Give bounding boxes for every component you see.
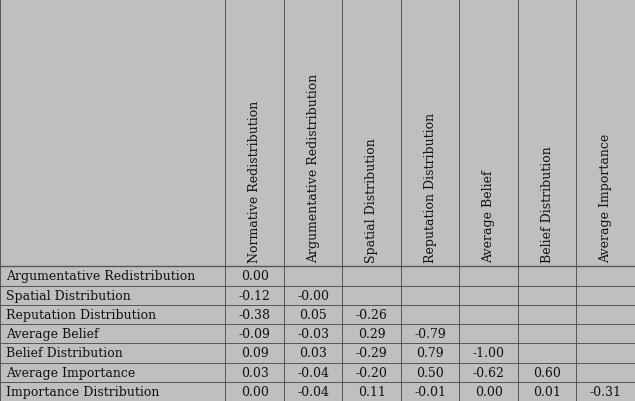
Text: Average Importance: Average Importance <box>599 133 612 262</box>
Text: Spatial Distribution: Spatial Distribution <box>6 289 131 302</box>
Text: -0.00: -0.00 <box>297 289 329 302</box>
Text: -0.79: -0.79 <box>414 327 446 340</box>
Text: 0.00: 0.00 <box>241 385 269 398</box>
Text: Importance Distribution: Importance Distribution <box>6 385 160 398</box>
Text: -0.29: -0.29 <box>356 346 387 360</box>
Text: Argumentative Redistribution: Argumentative Redistribution <box>307 73 319 262</box>
Text: -0.03: -0.03 <box>297 327 329 340</box>
Text: Spatial Distribution: Spatial Distribution <box>365 138 378 262</box>
Text: Average Importance: Average Importance <box>6 366 136 379</box>
Text: -0.09: -0.09 <box>239 327 271 340</box>
Text: 0.03: 0.03 <box>299 346 327 360</box>
Text: -0.01: -0.01 <box>414 385 446 398</box>
Text: Reputation Distribution: Reputation Distribution <box>424 112 437 262</box>
Text: Belief Distribution: Belief Distribution <box>6 346 123 360</box>
Text: Belief Distribution: Belief Distribution <box>541 146 554 262</box>
Text: 0.79: 0.79 <box>417 346 444 360</box>
Text: Average Belief: Average Belief <box>482 170 495 262</box>
Text: 0.29: 0.29 <box>358 327 385 340</box>
Text: 0.11: 0.11 <box>358 385 385 398</box>
Text: Reputation Distribution: Reputation Distribution <box>6 308 156 321</box>
Text: -0.04: -0.04 <box>297 366 329 379</box>
Text: Normative Redistribution: Normative Redistribution <box>248 100 261 262</box>
Text: Average Belief: Average Belief <box>6 327 99 340</box>
Text: 0.01: 0.01 <box>533 385 561 398</box>
Text: 0.00: 0.00 <box>475 385 503 398</box>
Text: -0.12: -0.12 <box>239 289 271 302</box>
Text: -0.20: -0.20 <box>356 366 387 379</box>
Text: 0.05: 0.05 <box>299 308 327 321</box>
Text: 0.03: 0.03 <box>241 366 269 379</box>
Text: 0.60: 0.60 <box>533 366 561 379</box>
Text: Argumentative Redistribution: Argumentative Redistribution <box>6 270 196 283</box>
Text: -1.00: -1.00 <box>472 346 505 360</box>
Text: -0.26: -0.26 <box>356 308 387 321</box>
Text: -0.38: -0.38 <box>239 308 271 321</box>
Text: 0.09: 0.09 <box>241 346 269 360</box>
Text: -0.62: -0.62 <box>473 366 505 379</box>
Text: 0.00: 0.00 <box>241 270 269 283</box>
Text: 0.50: 0.50 <box>417 366 444 379</box>
Text: -0.31: -0.31 <box>590 385 622 398</box>
Text: -0.04: -0.04 <box>297 385 329 398</box>
